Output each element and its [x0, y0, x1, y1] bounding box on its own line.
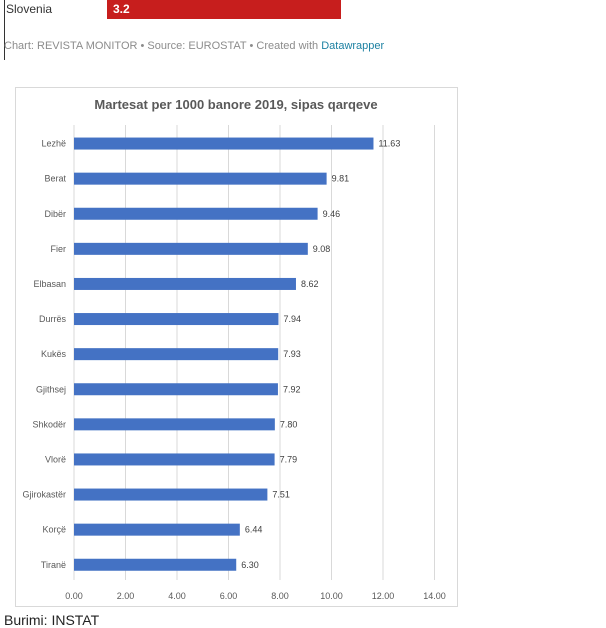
- bar: [74, 418, 275, 431]
- bar: [74, 488, 268, 501]
- credit-text: Chart: REVISTA MONITOR • Source: EUROSTA…: [4, 40, 322, 52]
- category-label: Dibër: [44, 209, 66, 219]
- data-label: 7.92: [283, 384, 301, 394]
- category-label: Elbasan: [33, 279, 66, 289]
- bar: [74, 172, 327, 185]
- data-label: 7.93: [283, 349, 301, 359]
- chart-title: Martesat per 1000 banore 2019, sipas qar…: [94, 97, 377, 112]
- bar: [74, 383, 278, 396]
- row-bar-value: 3.2: [113, 2, 130, 16]
- bar-chart-frame: Martesat per 1000 banore 2019, sipas qar…: [15, 87, 458, 607]
- data-label: 7.51: [272, 490, 290, 500]
- bar-chart: Martesat per 1000 banore 2019, sipas qar…: [22, 97, 446, 601]
- x-tick-label: 14.00: [423, 591, 446, 601]
- source-note: Burimi: INSTAT: [4, 612, 100, 628]
- category-label: Durrës: [39, 314, 67, 324]
- x-tick-label: 0.00: [65, 591, 83, 601]
- x-tick-label: 6.00: [220, 591, 238, 601]
- data-label: 11.63: [378, 139, 400, 149]
- category-label: Fier: [51, 244, 67, 254]
- table-left-border: [4, 0, 5, 60]
- data-label: 7.79: [280, 454, 298, 464]
- category-label: Tiranë: [41, 560, 66, 570]
- x-tick-label: 12.00: [372, 591, 395, 601]
- row-label-slovenia: Slovenia: [6, 2, 53, 16]
- chart-credit: Chart: REVISTA MONITOR • Source: EUROSTA…: [4, 40, 384, 52]
- category-label: Gjirokastër: [22, 490, 66, 500]
- category-label: Vlorë: [45, 454, 66, 464]
- data-label: 6.30: [241, 560, 259, 570]
- category-label: Gjithsej: [36, 384, 66, 394]
- data-label: 9.08: [313, 244, 331, 254]
- bar: [74, 242, 308, 255]
- data-label: 8.62: [301, 279, 319, 289]
- data-label: 9.81: [332, 174, 350, 184]
- data-label: 9.46: [323, 209, 341, 219]
- data-label: 7.80: [280, 419, 298, 429]
- bar: [74, 277, 296, 290]
- category-label: Berat: [44, 174, 66, 184]
- data-label: 7.94: [283, 314, 301, 324]
- data-label: 6.44: [245, 525, 263, 535]
- datawrapper-link[interactable]: Datawrapper: [321, 40, 385, 52]
- bar: [74, 453, 275, 466]
- x-tick-label: 2.00: [117, 591, 135, 601]
- bar: [74, 207, 318, 220]
- x-tick-label: 8.00: [271, 591, 289, 601]
- category-label: Lezhë: [41, 139, 66, 149]
- bar: [74, 313, 279, 326]
- category-label: Korçë: [42, 525, 66, 535]
- x-tick-label: 4.00: [168, 591, 186, 601]
- category-label: Kukës: [41, 349, 67, 359]
- bar: [74, 523, 240, 536]
- category-label: Shkodër: [32, 419, 66, 429]
- bar: [74, 558, 237, 571]
- bar: [74, 137, 374, 150]
- row-bar-slovenia: 3.2: [107, 0, 341, 19]
- x-tick-label: 10.00: [320, 591, 343, 601]
- bar: [74, 348, 279, 361]
